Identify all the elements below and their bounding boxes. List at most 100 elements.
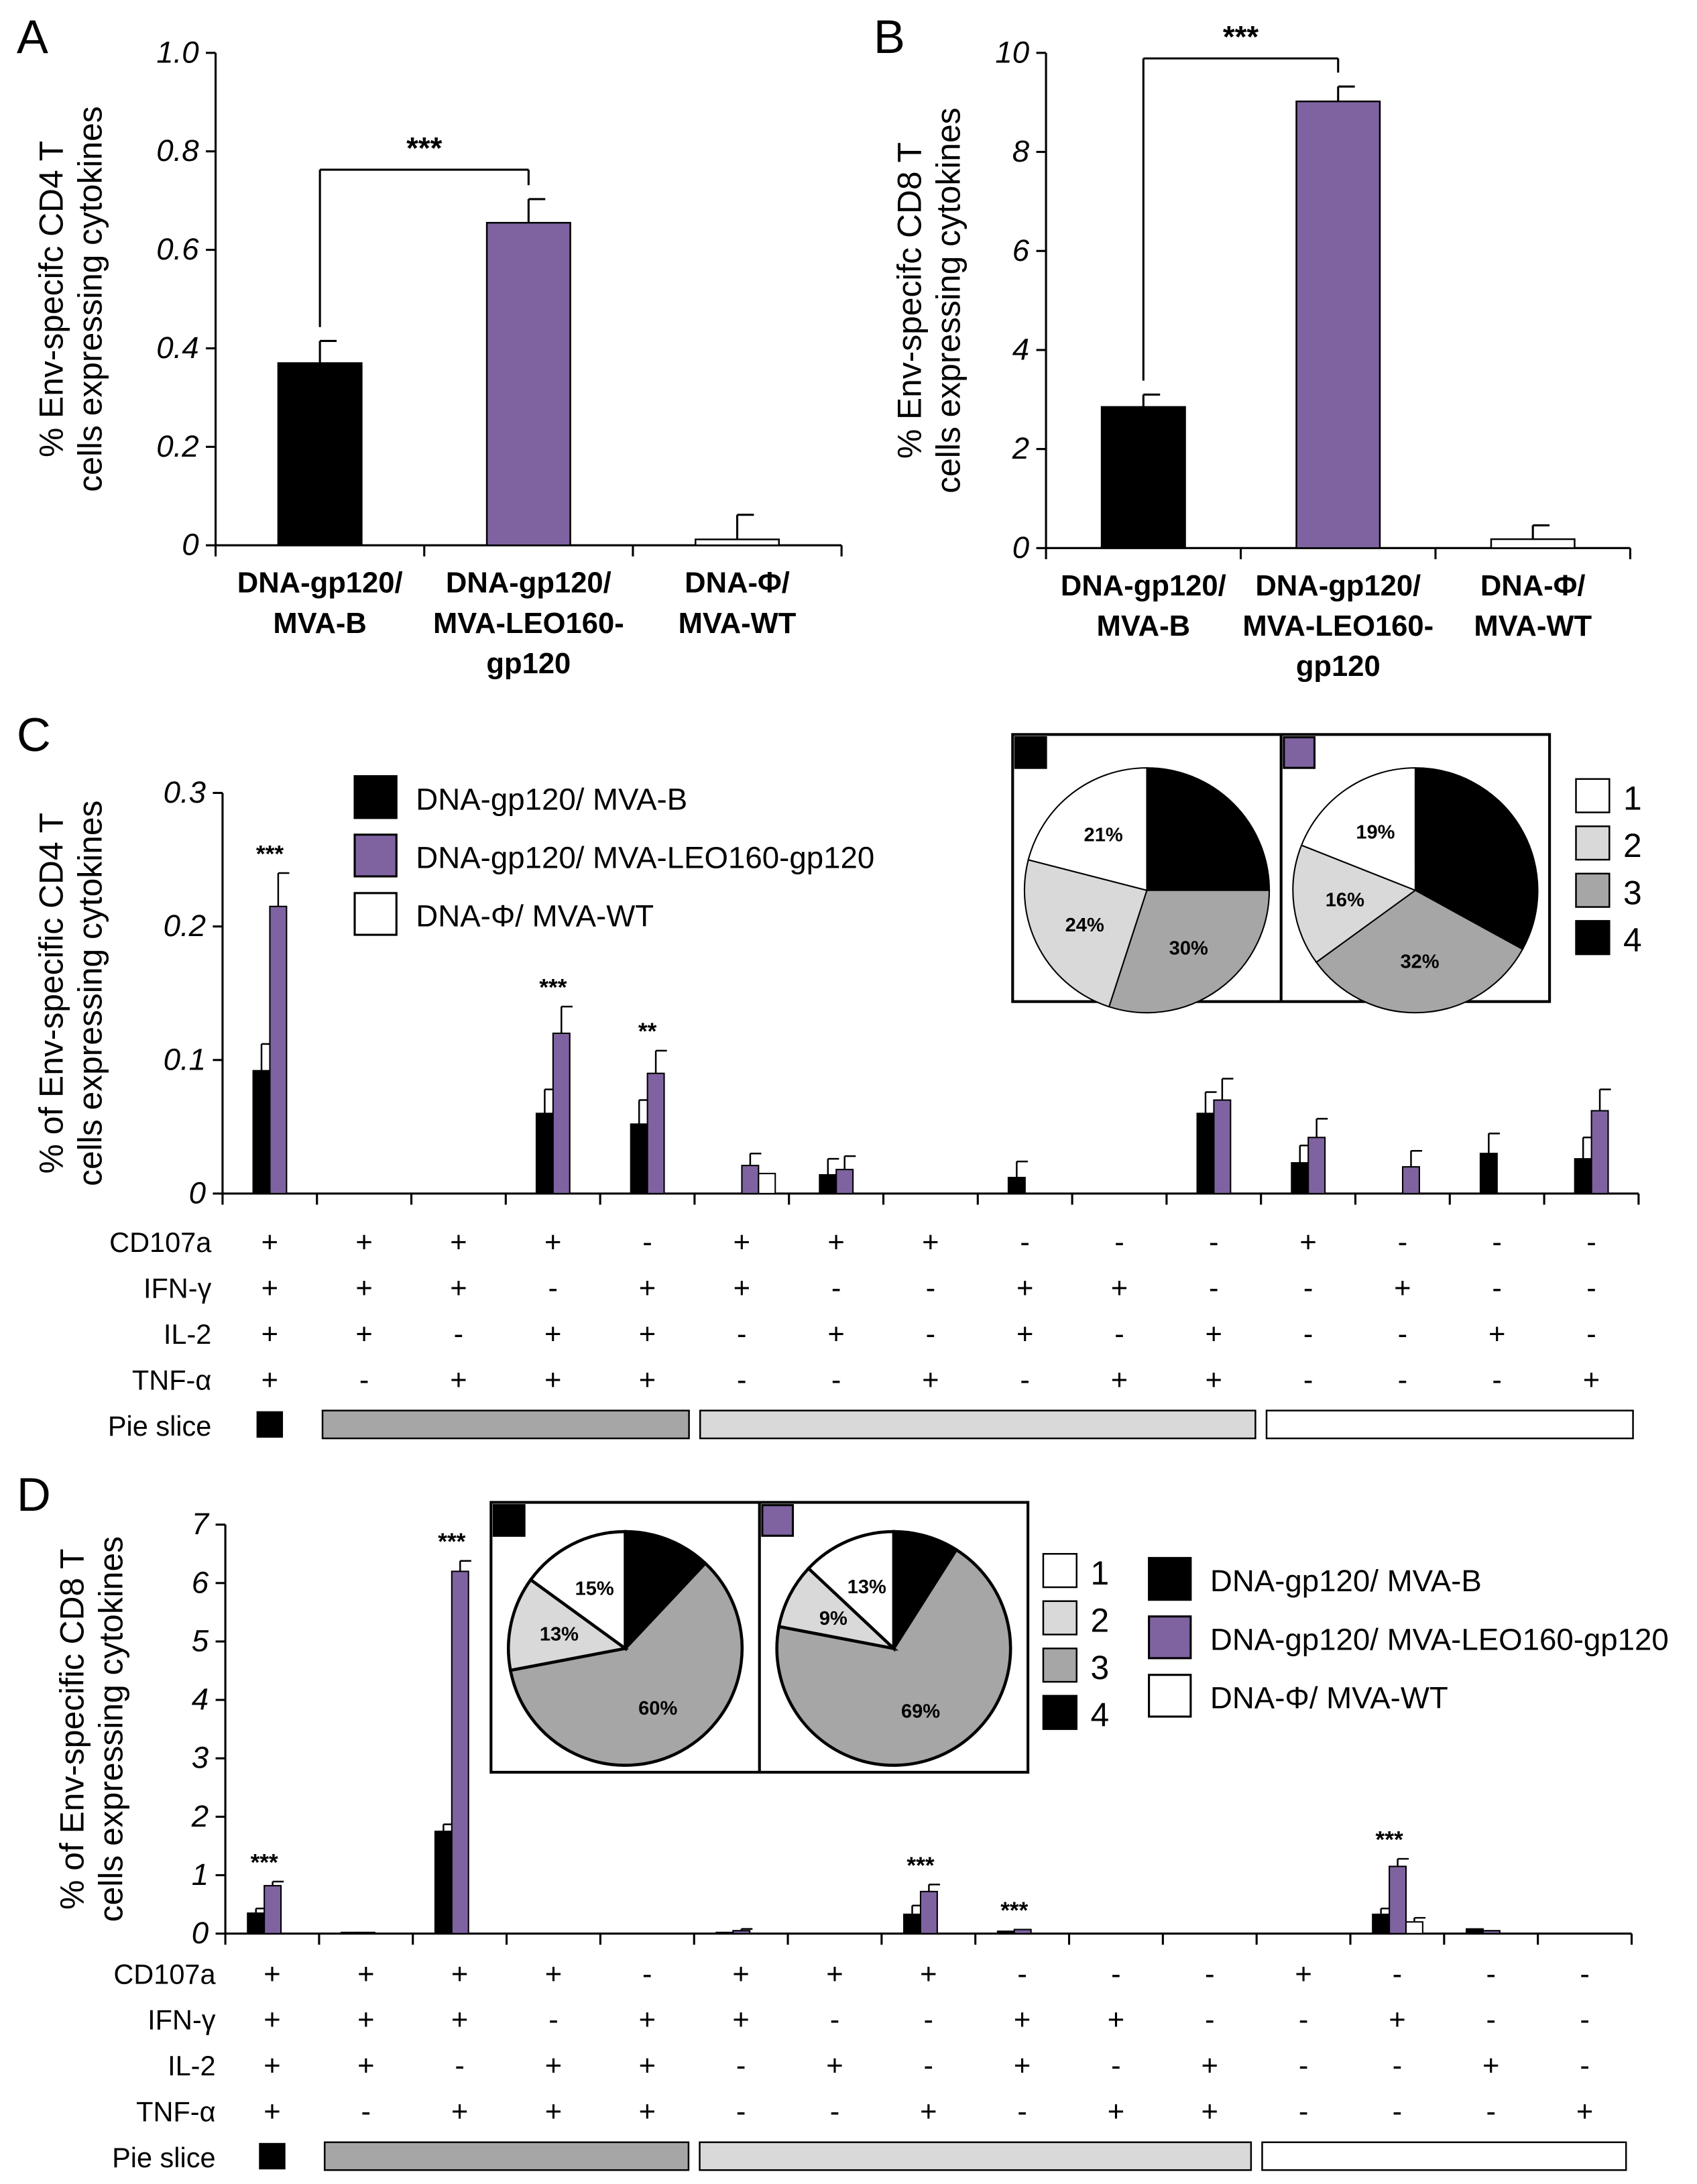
bar [903,1913,922,1935]
row-sign: + [1111,1364,1128,1396]
row-sign: + [355,1226,372,1259]
row-sign: - [830,2096,840,2128]
row-sign: - [1303,1364,1313,1396]
row-sign: + [639,2050,656,2082]
row-sign: + [450,1364,467,1396]
pie-slice-label: 16% [1326,889,1364,911]
x-category-label: gp120 [1296,650,1381,683]
row-sign: + [826,1958,843,1990]
bar [1307,1137,1326,1194]
pie-slice-group-2 [699,1410,1256,1440]
row-sign: + [920,1958,937,1990]
pie-slice [508,1561,744,1767]
x-category-label: gp120 [486,648,571,680]
row-sign: - [454,1318,464,1350]
row-sign: + [357,2004,374,2036]
row-sign: - [1020,1364,1030,1396]
bar [1479,1153,1498,1194]
row-label: IL-2 [168,2050,215,2081]
row-sign: - [1486,1958,1496,1990]
bar [247,1912,266,1935]
row-sign: - [1303,1318,1313,1350]
y-tick-label: 8 [1012,134,1030,168]
y-tick-label: 4 [192,1682,209,1717]
sig-marker: *** [251,1849,278,1876]
legend-label: DNA-Φ/ MVA-WT [1210,1681,1448,1715]
row-sign: - [1017,2096,1027,2128]
row-sign: - [831,1364,841,1396]
row-sign: + [545,2050,562,2082]
row-sign: + [1014,2050,1031,2082]
y-axis-label: % Env-specifc CD4 T [32,141,70,457]
row-sign: - [1393,2096,1403,2128]
pie-slice-row-label: Pie slice [112,2142,215,2173]
row-sign: - [1398,1364,1408,1396]
pie-slice [1315,889,1524,1014]
bar [1401,1166,1420,1194]
legend-swatch [1148,1556,1192,1601]
y-tick-label: 0.3 [164,775,206,809]
row-sign: + [1583,1364,1600,1396]
row-sign: - [548,1273,558,1305]
row-sign: - [831,1273,841,1305]
x-category-label: MVA-WT [1474,610,1592,642]
row-sign: + [544,1226,561,1259]
row-sign: + [261,1318,278,1350]
row-sign: + [1482,2050,1499,2082]
row-sign: + [261,1226,278,1259]
row-sign: - [1393,1958,1403,1990]
bar [1196,1112,1215,1194]
row-sign: - [642,1958,652,1990]
row-sign: + [355,1318,372,1350]
pie-slice [1027,767,1148,892]
pie-slice-group-1 [1261,2141,1627,2171]
pie-slice-label: 9% [898,1574,927,1595]
pie-slice-label: 19% [1356,821,1395,843]
pie-slice-group-3 [323,2141,690,2171]
bar [919,1890,938,1935]
y-tick-label: 7 [192,1507,210,1541]
bar [434,1831,453,1935]
bar [741,1165,760,1194]
row-sign: + [1299,1226,1316,1259]
pie-slice-label: 69% [901,1701,940,1722]
row-sign: - [1111,2050,1121,2082]
pie-legend-swatch [1042,1600,1077,1635]
row-label: CD107a [113,1958,216,1990]
bar [1590,1110,1609,1194]
pie-group-swatch [1283,736,1316,769]
row-sign: + [920,2096,937,2128]
legend-label: DNA-gp120/ MVA-LEO160-gp120 [416,841,874,875]
pie-legend-swatch [1575,872,1611,908]
legend-swatch [1148,1674,1192,1718]
pie-legend-label: 4 [1090,1696,1109,1733]
panel-letter-b: B [874,10,905,63]
legend-label: DNA-gp120/ MVA-LEO160-gp120 [1210,1622,1669,1656]
pie-slice-label: 33% [1457,844,1496,866]
row-sign: - [1492,1226,1502,1259]
x-category-label: DNA-gp120/ [1255,570,1421,602]
pie-group-swatch [492,1504,526,1537]
row-sign: + [827,1318,844,1350]
pie-legend-swatch [1042,1648,1077,1683]
bar [1291,1162,1309,1194]
row-sign: - [1586,1318,1596,1350]
row-sign: - [455,2050,465,2082]
bar [1405,1921,1423,1935]
sig-marker: *** [539,975,567,1001]
row-sign: + [734,1226,750,1259]
row-sign: + [1206,1364,1222,1396]
bar [1100,406,1186,549]
pie-slice [1108,889,1271,1014]
legend-swatch [353,775,398,819]
row-sign: + [732,2004,749,2036]
row-sign: - [1299,2050,1309,2082]
pie-slice-label: 13% [847,1576,886,1598]
pie-slice [1300,767,1416,892]
y-tick-label: 0.2 [164,909,206,943]
legend-swatch [1148,1615,1192,1660]
bar [758,1173,776,1194]
row-sign: - [924,2050,934,2082]
legend-label: DNA-gp120/ MVA-B [1210,1564,1482,1598]
